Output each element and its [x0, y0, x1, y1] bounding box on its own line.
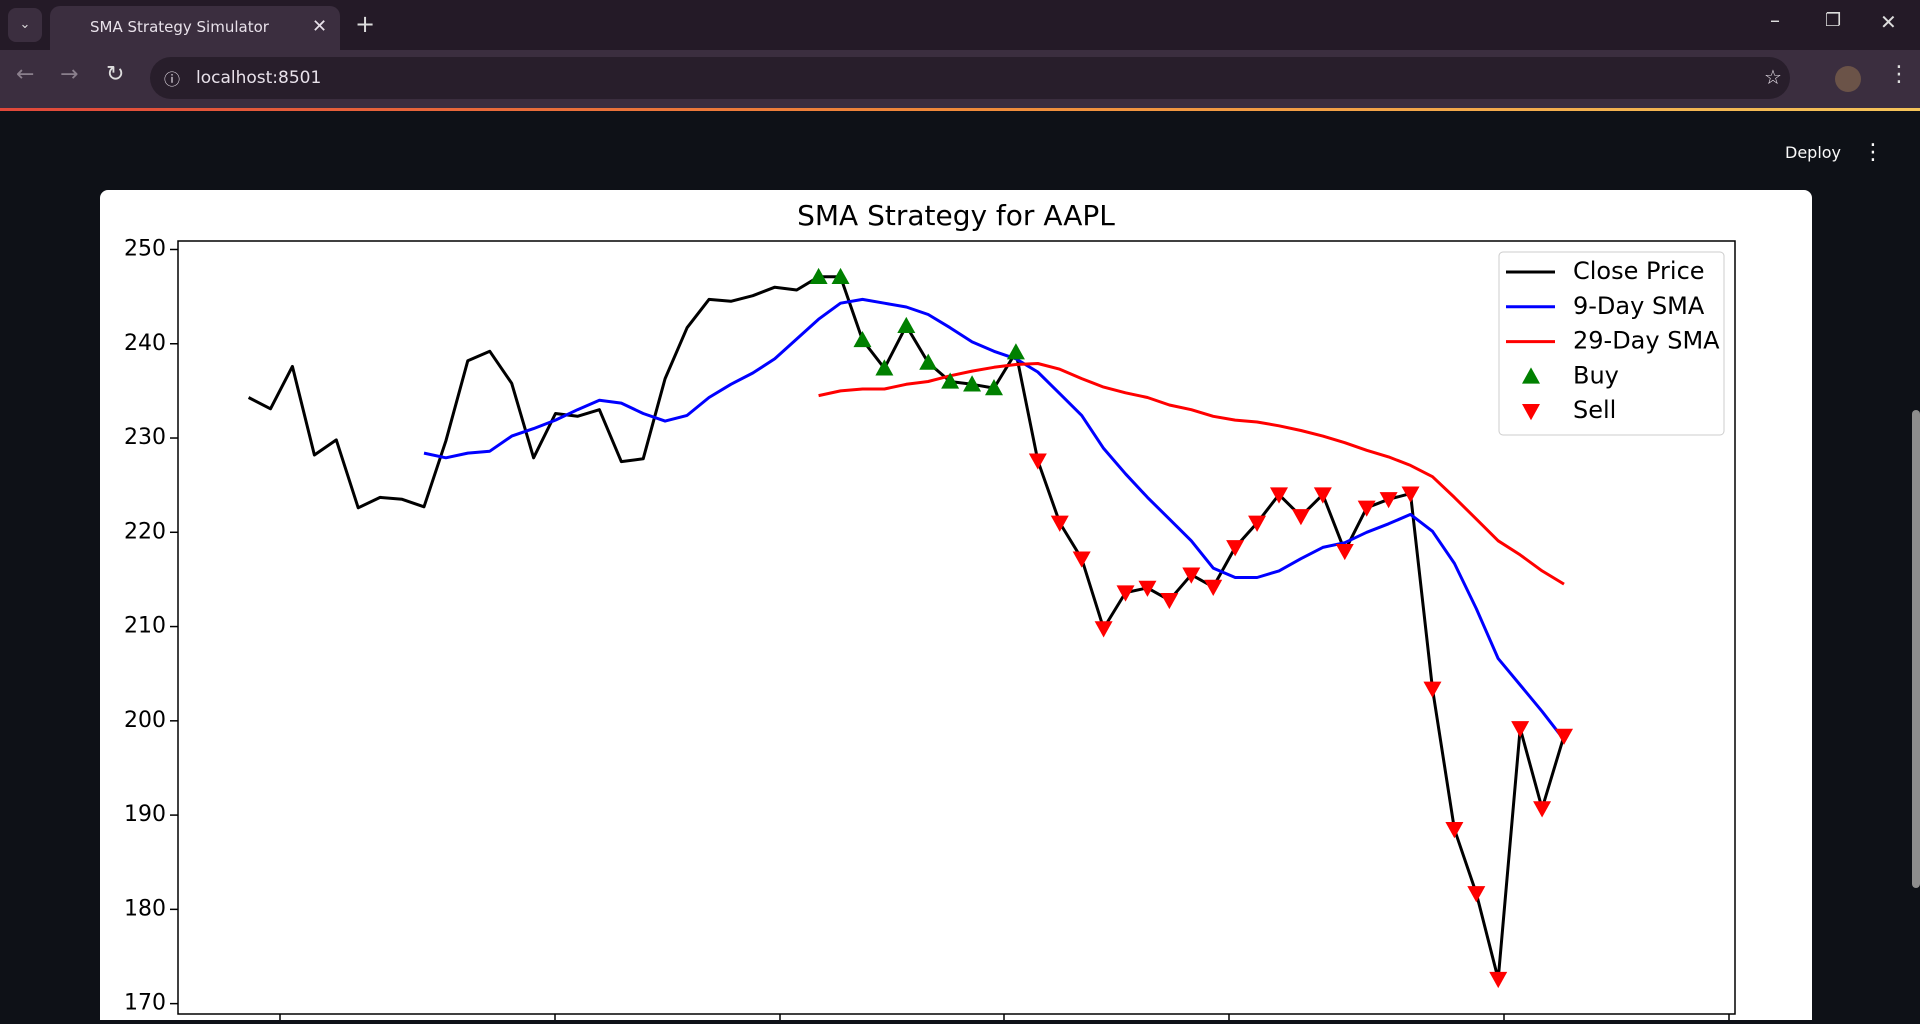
deploy-button[interactable]: Deploy: [1785, 143, 1842, 162]
close-window[interactable]: ✕: [1880, 10, 1897, 34]
signal-marker: [1072, 551, 1091, 568]
signal-marker: [984, 379, 1003, 396]
signal-marker: [1269, 487, 1288, 504]
signal-marker: [1489, 971, 1508, 989]
x-ticks: [279, 1014, 1730, 1022]
series-line: [423, 297, 1566, 741]
signal-marker: [1138, 580, 1157, 597]
signal-marker: [941, 372, 960, 389]
signal-marker: [831, 267, 850, 285]
signal-marker: [1423, 681, 1442, 698]
chart-title: SMA Strategy for AAPL: [797, 199, 1115, 232]
url-bar[interactable]: ⓘ localhost:8501 ☆: [150, 57, 1790, 99]
legend-label: Close Price: [1573, 257, 1705, 285]
tab-title: SMA Strategy Simulator: [90, 18, 269, 36]
series-line: [247, 275, 1566, 981]
tab-close[interactable]: ✕: [312, 16, 328, 37]
y-tick-label: 210: [124, 614, 166, 639]
menu[interactable]: ⋮: [1888, 62, 1910, 87]
signal-marker: [1401, 486, 1420, 503]
bookmark[interactable]: ☆: [1764, 65, 1782, 89]
signal-marker: [853, 330, 872, 348]
loading-accent: [0, 108, 1920, 111]
series-line: [818, 362, 1565, 586]
signal-marker: [1182, 567, 1201, 584]
signal-marker: [963, 375, 982, 392]
signal-marker: [1357, 500, 1376, 517]
scrollbar: [1912, 410, 1920, 888]
signal-marker: [1006, 343, 1025, 360]
signal-marker: [1511, 721, 1530, 738]
signal-marker: [1204, 579, 1223, 596]
chart: SMA Strategy for AAPL 170 180 190 200 210 220…: [124, 199, 1736, 1022]
signal-marker: [1226, 540, 1245, 557]
signal-marker: [875, 359, 894, 376]
signal-marker: [1533, 801, 1552, 818]
y-tick-label: 250: [124, 236, 166, 261]
signal-marker: [809, 267, 828, 285]
signal-marker: [1160, 592, 1179, 610]
signal-marker: [1291, 509, 1310, 526]
y-tick-label: 220: [124, 519, 166, 544]
signal-marker: [1445, 822, 1464, 839]
signal-marker: [1379, 492, 1398, 509]
forward[interactable]: →: [60, 62, 79, 87]
signal-marker: [1313, 487, 1332, 504]
legend-label: 9-Day SMA: [1573, 292, 1705, 320]
tab-list-button[interactable]: ⌄: [8, 8, 42, 42]
y-tick-label: 240: [124, 331, 166, 356]
profile[interactable]: [1835, 66, 1861, 92]
y-tick-label: 230: [124, 425, 166, 450]
signal-marker: [1028, 453, 1047, 470]
restore[interactable]: ❐: [1825, 10, 1842, 31]
tab[interactable]: SMA Strategy Simulator ✕: [50, 6, 340, 50]
signal-marker: [1116, 585, 1135, 602]
signal-marker: [897, 316, 916, 334]
signal-marker: [1094, 621, 1113, 638]
legend-label: Buy: [1573, 361, 1619, 389]
signal-marker: [1555, 728, 1573, 745]
legend-marker: [1522, 367, 1540, 384]
y-tick-label: 190: [124, 802, 166, 827]
y-tick-label: 180: [124, 896, 166, 921]
legend-box: [1498, 251, 1725, 436]
signal-marker: [1335, 543, 1354, 561]
legend-label: Sell: [1573, 396, 1616, 424]
app-menu[interactable]: ⋮: [1862, 140, 1884, 165]
chart-card: SMA Strategy for AAPL 170 180 190 200 210 220…: [100, 190, 1812, 1022]
back[interactable]: ←: [16, 62, 35, 87]
legend-label: 29-Day SMA: [1573, 327, 1720, 355]
new-tab[interactable]: +: [355, 10, 376, 38]
minimize[interactable]: –: [1770, 8, 1780, 32]
reload[interactable]: ↻: [106, 62, 125, 87]
url: localhost:8501: [196, 68, 322, 88]
signal-marker: [1248, 515, 1267, 532]
y-tick-label: 170: [124, 991, 166, 1016]
plot-frame: [177, 240, 1736, 1015]
legend-marker: [1522, 404, 1540, 421]
signal-marker: [919, 353, 938, 370]
address-row: ← → ↻ ⓘ localhost:8501 ☆ ⋮: [0, 50, 1920, 108]
signal-marker: [1050, 515, 1069, 532]
y-tick-label: 200: [124, 708, 166, 733]
site-info[interactable]: ⓘ: [164, 70, 181, 89]
tab-bar: ⌄ SMA Strategy Simulator ✕ + – ❐ ✕: [0, 0, 1920, 50]
signal-marker: [1467, 886, 1486, 903]
